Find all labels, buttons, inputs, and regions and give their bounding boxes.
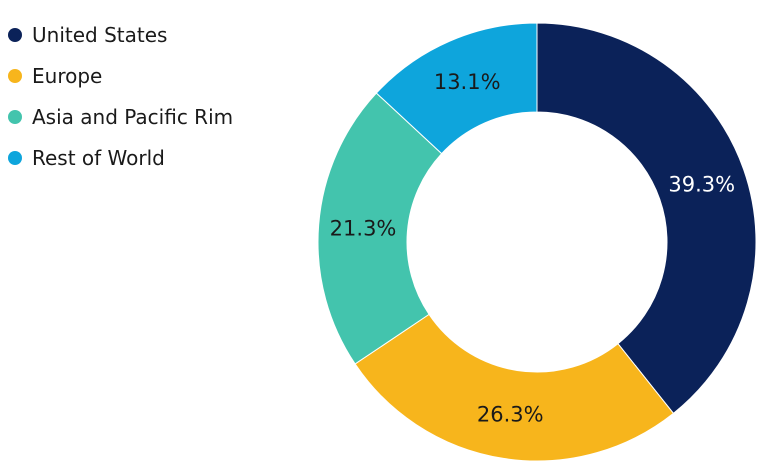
legend-label-rest-of-world: Rest of World — [32, 145, 165, 170]
chart-legend: United States Europe Asia and Pacific Ri… — [8, 14, 233, 178]
slice-rest-of-world — [375, 22, 538, 155]
legend-item-united-states: United States — [8, 14, 233, 55]
legend-swatch-asia-and-pacific-rim — [8, 109, 22, 124]
legend-swatch-united-states — [8, 27, 22, 42]
slice-asia-and-pacific-rim — [317, 92, 443, 365]
data-label-rest-of-world: 13.1% — [434, 70, 501, 94]
legend-label-united-states: United States — [32, 22, 168, 47]
slice-united-states — [536, 22, 757, 415]
legend-swatch-europe — [8, 68, 22, 83]
legend-label-asia-and-pacific-rim: Asia and Pacific Rim — [32, 104, 234, 129]
data-label-asia-and-pacific-rim: 21.3% — [330, 216, 397, 240]
legend-item-rest-of-world: Rest of World — [8, 137, 233, 178]
data-label-europe: 26.3% — [477, 402, 544, 426]
data-label-united-states: 39.3% — [668, 172, 735, 196]
legend-swatch-rest-of-world — [8, 150, 22, 165]
legend-item-asia-and-pacific-rim: Asia and Pacific Rim — [8, 96, 233, 137]
slice-europe — [354, 313, 675, 462]
legend-item-europe: Europe — [8, 55, 233, 96]
legend-label-europe: Europe — [32, 63, 103, 88]
